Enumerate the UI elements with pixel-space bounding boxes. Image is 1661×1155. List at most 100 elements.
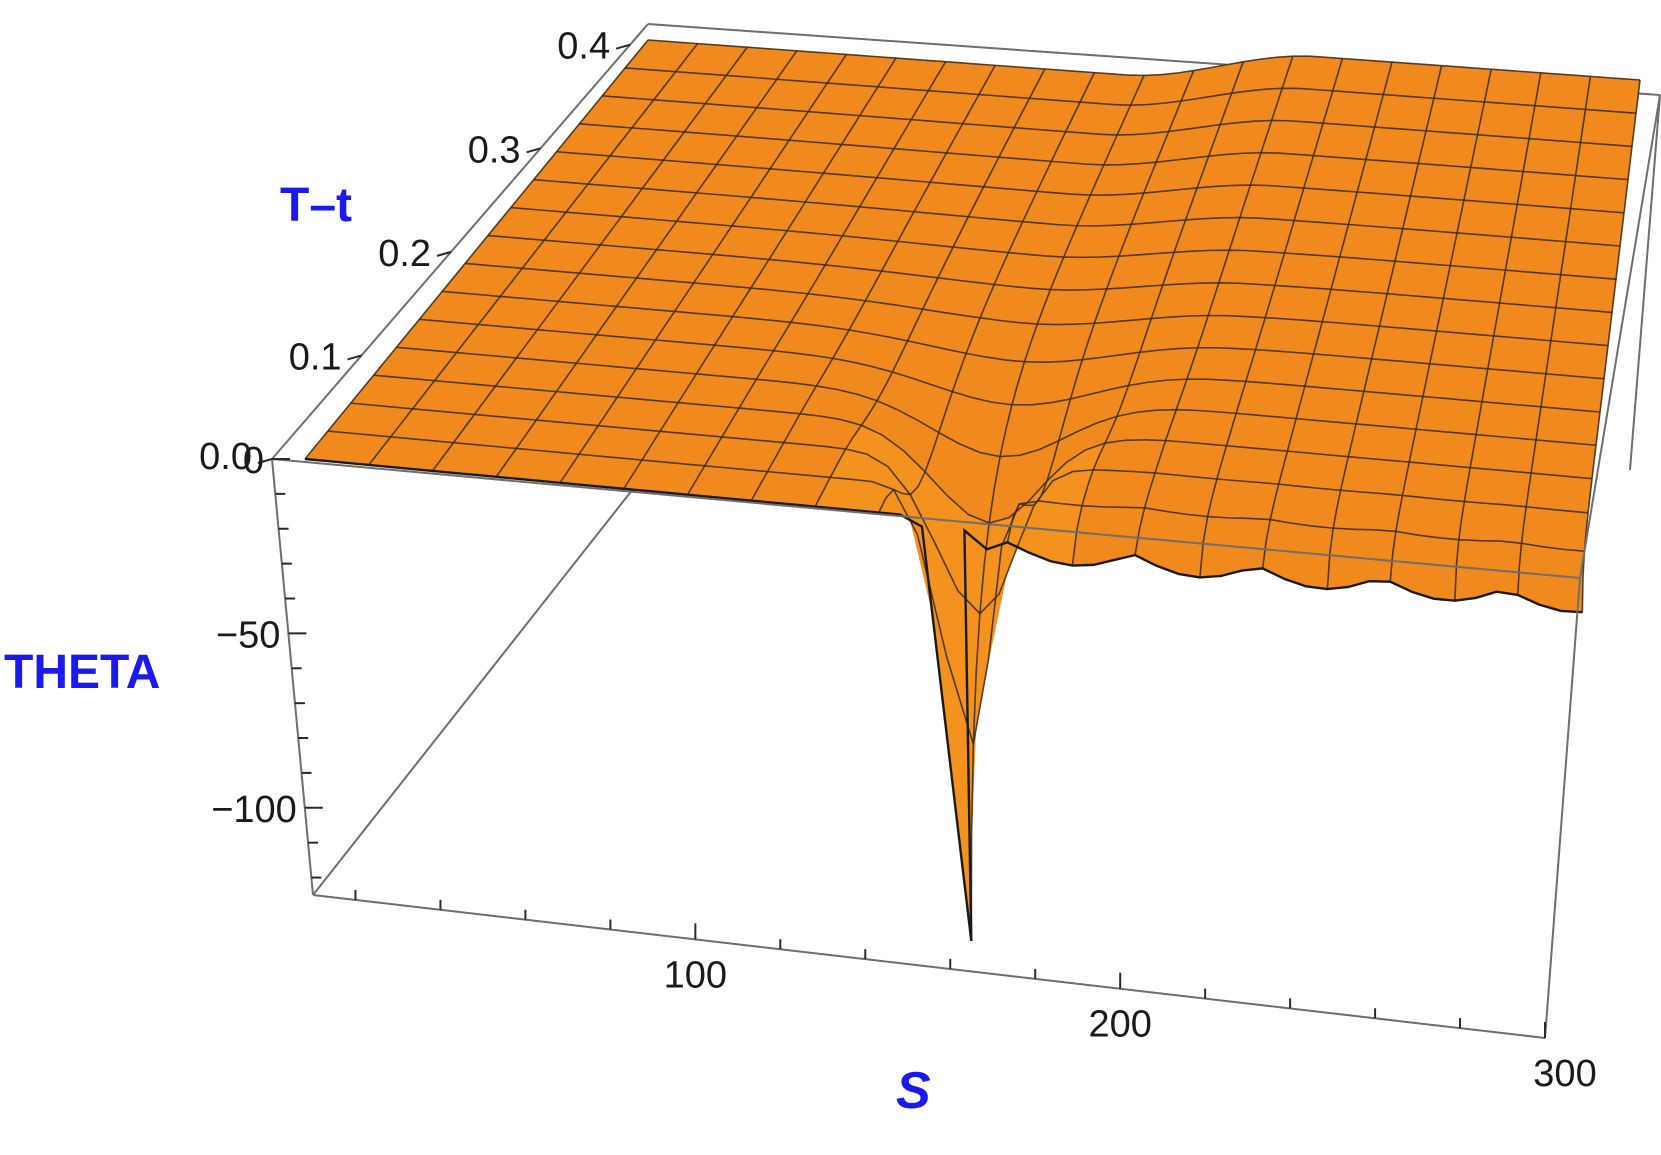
surface-patch xyxy=(1535,422,1559,443)
surface-patch xyxy=(1594,143,1616,163)
surface-patch xyxy=(1353,509,1379,531)
surface-patch xyxy=(1498,402,1522,423)
mesh-line-s xyxy=(970,75,1145,941)
z-tick-label: −50 xyxy=(216,614,280,656)
surface-patch xyxy=(1582,109,1603,128)
mesh-line-s xyxy=(495,50,798,478)
mesh-line-s xyxy=(431,46,748,472)
surface-patch xyxy=(1456,539,1481,565)
surface-patch xyxy=(1471,333,1495,353)
surface-patch xyxy=(1492,435,1517,456)
surface-patch xyxy=(1555,173,1577,193)
surface-patch xyxy=(1547,223,1569,243)
surface-patch xyxy=(1487,351,1511,371)
mesh-line-t xyxy=(510,206,1617,280)
surface-patch xyxy=(1540,155,1562,175)
mesh-line-s xyxy=(368,43,699,466)
surface-patch xyxy=(1287,522,1313,552)
surface-patch xyxy=(1495,419,1520,439)
surface-patch xyxy=(1557,408,1581,428)
surface-patch xyxy=(1448,348,1473,368)
surface-patch xyxy=(1597,260,1619,280)
tick-mark xyxy=(257,458,273,464)
surface-patch xyxy=(1604,77,1624,96)
surface-patch xyxy=(1569,476,1593,496)
surface-patch xyxy=(1547,340,1571,360)
surface-patch xyxy=(1545,123,1567,142)
surface-patch xyxy=(1605,194,1627,214)
surface-patch xyxy=(1590,176,1611,196)
surface-patch xyxy=(1305,550,1331,590)
surface-patch xyxy=(1568,91,1589,110)
surface-patch xyxy=(1472,434,1497,454)
surface-patch xyxy=(1374,510,1400,532)
surface-patch xyxy=(1364,458,1390,478)
surface-patch xyxy=(1360,474,1386,495)
surface-patch xyxy=(1461,501,1486,522)
surface-patch xyxy=(1433,562,1457,602)
mesh-line-s xyxy=(814,68,1046,507)
surface-patch xyxy=(1326,552,1352,590)
surface-patch xyxy=(1416,514,1442,539)
surface-patch xyxy=(1476,540,1501,565)
surface-patch xyxy=(1575,158,1596,178)
mesh-line-t xyxy=(464,262,1609,347)
mesh-line-s xyxy=(1517,76,1592,595)
surface-patch xyxy=(1537,172,1559,192)
surface-patch xyxy=(1477,201,1500,220)
surface-front-edge xyxy=(304,457,1583,942)
mesh-line-t xyxy=(419,318,1601,413)
surface-patch xyxy=(1571,459,1595,480)
surface-patch xyxy=(1501,386,1525,406)
surface-patch xyxy=(1481,384,1505,404)
surface-patch xyxy=(1496,562,1520,596)
surface-patch xyxy=(1536,289,1559,309)
surface-patch xyxy=(1371,425,1397,445)
surface-patch xyxy=(1505,487,1530,508)
surface-patch xyxy=(1555,290,1578,310)
mesh-line-t xyxy=(579,123,1629,181)
bounding-box-front xyxy=(271,94,1661,1039)
surface-patch xyxy=(1449,448,1474,469)
surface-patch xyxy=(1552,190,1574,210)
surface-patch xyxy=(1548,106,1570,126)
surface-patch xyxy=(1487,469,1512,489)
surface-patch xyxy=(1586,343,1609,363)
surface-patch xyxy=(1555,424,1579,444)
surface-patch xyxy=(1515,304,1538,324)
surface-patch xyxy=(1434,537,1460,566)
surface-patch xyxy=(1503,370,1528,390)
y-tick-label: 0.0 xyxy=(199,436,252,478)
surface-patch xyxy=(1570,191,1592,211)
surface-patch xyxy=(1531,205,1554,225)
mesh-line-s xyxy=(750,64,996,502)
surface-patch xyxy=(1541,256,1564,276)
mesh-line-t xyxy=(533,178,1621,247)
tick-mark xyxy=(526,147,541,154)
surface-patch xyxy=(1466,467,1491,487)
surface-patch xyxy=(1579,393,1603,413)
surface-patch xyxy=(1477,301,1501,320)
surface-patch xyxy=(1464,266,1488,286)
mesh-line-t xyxy=(396,346,1597,458)
surface-patch xyxy=(1560,140,1581,160)
surface-patch xyxy=(1542,373,1566,393)
mesh-line-s xyxy=(1261,61,1393,569)
surface-patch xyxy=(1475,417,1500,437)
surface-patch xyxy=(1528,338,1552,358)
surface-patch xyxy=(1529,221,1551,241)
surface-patch xyxy=(1607,177,1629,197)
surface-patch xyxy=(1458,399,1483,419)
mesh-line-s xyxy=(1071,61,1244,566)
y-tick-label: 0.3 xyxy=(468,129,521,171)
surface-patch xyxy=(1500,521,1525,544)
surface-patch xyxy=(1458,299,1482,319)
surface-patch xyxy=(1518,404,1542,424)
mesh-line-t xyxy=(327,430,1585,745)
surface-patch xyxy=(1463,483,1489,504)
surface-patch xyxy=(1574,292,1596,312)
mesh-line-t xyxy=(487,234,1613,314)
z-axis-title: THETA xyxy=(4,646,160,699)
surface-patch xyxy=(1577,142,1599,161)
surface-patch xyxy=(1531,322,1554,342)
